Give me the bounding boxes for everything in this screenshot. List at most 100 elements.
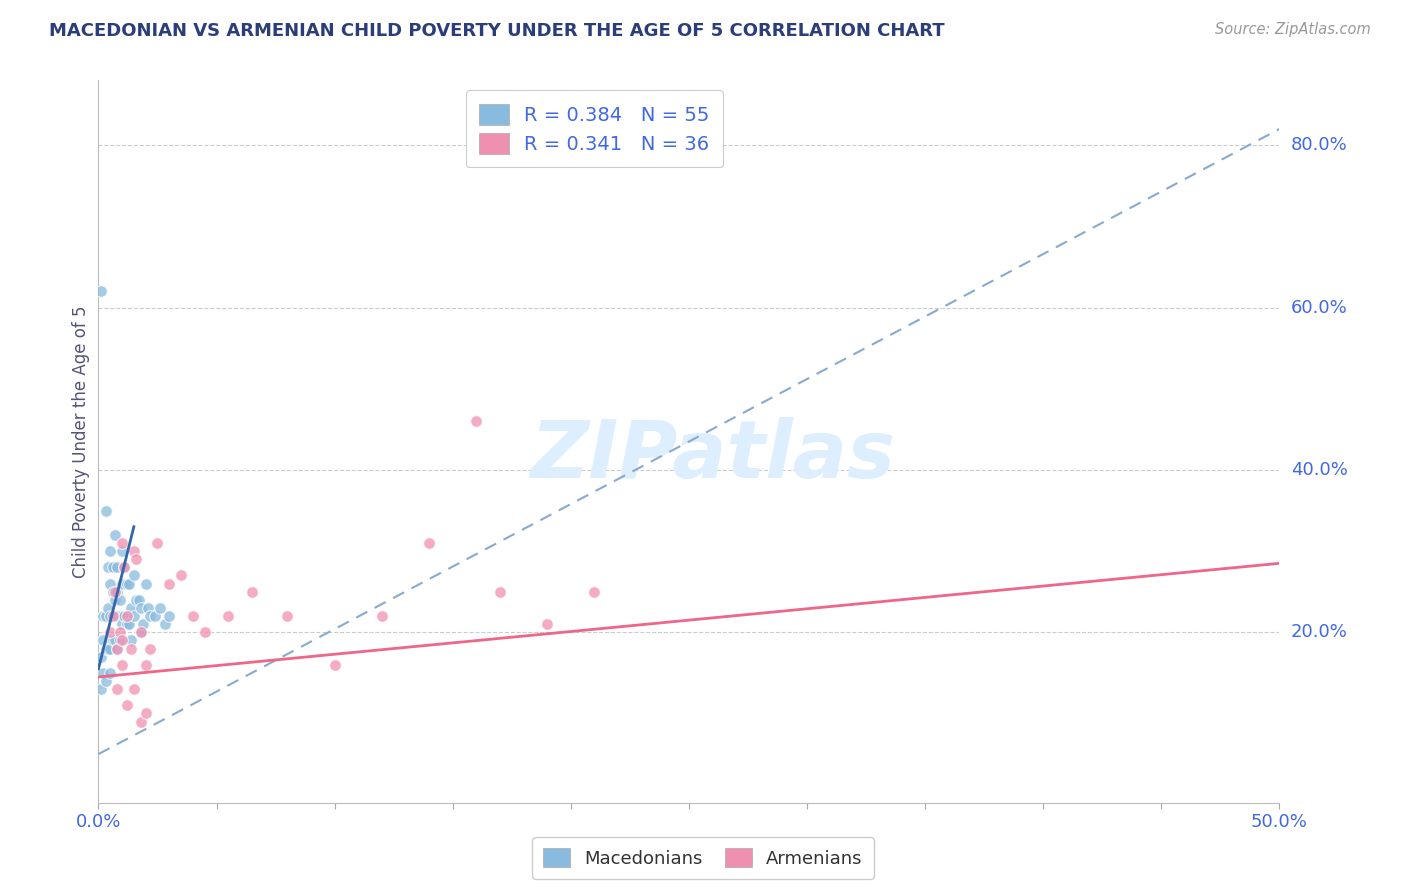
- Point: [98, 544, 121, 558]
- Point: [323, 657, 346, 672]
- Point: [105, 584, 128, 599]
- Point: [418, 536, 440, 550]
- Point: [118, 576, 141, 591]
- Point: [371, 609, 394, 624]
- Text: 80.0%: 80.0%: [1291, 136, 1347, 154]
- Point: [157, 576, 180, 591]
- Point: [112, 560, 135, 574]
- Point: [146, 536, 169, 550]
- Point: [139, 609, 162, 624]
- Point: [94, 609, 117, 624]
- Text: 20.0%: 20.0%: [1291, 624, 1347, 641]
- Point: [98, 641, 121, 656]
- Point: [465, 414, 488, 428]
- Point: [90, 682, 112, 697]
- Point: [97, 601, 120, 615]
- Point: [94, 673, 117, 688]
- Point: [98, 576, 121, 591]
- Point: [97, 560, 120, 574]
- Point: [91, 633, 114, 648]
- Text: MACEDONIAN VS ARMENIAN CHILD POVERTY UNDER THE AGE OF 5 CORRELATION CHART: MACEDONIAN VS ARMENIAN CHILD POVERTY UND…: [49, 22, 945, 40]
- Point: [108, 592, 131, 607]
- Point: [111, 617, 134, 632]
- Point: [118, 617, 141, 632]
- Point: [125, 592, 148, 607]
- Text: 60.0%: 60.0%: [1291, 299, 1347, 317]
- Point: [132, 617, 155, 632]
- Point: [583, 584, 606, 599]
- Point: [129, 625, 152, 640]
- Point: [111, 633, 134, 648]
- Point: [91, 665, 114, 680]
- Point: [104, 528, 127, 542]
- Point: [105, 682, 128, 697]
- Point: [105, 609, 128, 624]
- Point: [94, 641, 117, 656]
- Point: [240, 584, 263, 599]
- Point: [135, 576, 157, 591]
- Point: [101, 609, 124, 624]
- Point: [135, 706, 157, 721]
- Point: [108, 633, 131, 648]
- Point: [121, 641, 143, 656]
- Point: [97, 641, 120, 656]
- Point: [94, 503, 117, 517]
- Point: [101, 584, 124, 599]
- Point: [181, 609, 204, 624]
- Point: [104, 592, 127, 607]
- Text: Source: ZipAtlas.com: Source: ZipAtlas.com: [1215, 22, 1371, 37]
- Point: [111, 657, 134, 672]
- Point: [105, 560, 128, 574]
- Y-axis label: Child Poverty Under the Age of 5: Child Poverty Under the Age of 5: [72, 305, 90, 578]
- Point: [115, 609, 138, 624]
- Point: [139, 641, 162, 656]
- Point: [90, 649, 112, 664]
- Point: [129, 714, 152, 729]
- Point: [98, 609, 121, 624]
- Point: [129, 601, 152, 615]
- Point: [122, 609, 145, 624]
- Point: [115, 576, 138, 591]
- Point: [129, 625, 152, 640]
- Point: [122, 568, 145, 582]
- Legend: R = 0.384   N = 55, R = 0.341   N = 36: R = 0.384 N = 55, R = 0.341 N = 36: [465, 90, 723, 168]
- Text: ZIPatlas: ZIPatlas: [530, 417, 896, 495]
- Point: [122, 544, 145, 558]
- Point: [128, 592, 150, 607]
- Point: [136, 601, 159, 615]
- Point: [101, 633, 124, 648]
- Point: [104, 584, 127, 599]
- Point: [135, 657, 157, 672]
- Point: [276, 609, 298, 624]
- Point: [101, 560, 124, 574]
- Point: [112, 609, 135, 624]
- Point: [121, 601, 143, 615]
- Point: [170, 568, 193, 582]
- Point: [105, 641, 128, 656]
- Point: [157, 609, 180, 624]
- Point: [111, 544, 134, 558]
- Point: [115, 617, 138, 632]
- Point: [121, 633, 143, 648]
- Point: [105, 641, 128, 656]
- Point: [108, 625, 131, 640]
- Point: [194, 625, 217, 640]
- Point: [125, 552, 148, 566]
- Point: [98, 625, 121, 640]
- Point: [149, 601, 172, 615]
- Point: [153, 617, 176, 632]
- Point: [98, 665, 121, 680]
- Point: [111, 536, 134, 550]
- Point: [489, 584, 512, 599]
- Point: [91, 609, 114, 624]
- Point: [115, 698, 138, 713]
- Point: [90, 285, 112, 299]
- Point: [111, 576, 134, 591]
- Point: [122, 682, 145, 697]
- Text: 40.0%: 40.0%: [1291, 461, 1347, 479]
- Point: [143, 609, 166, 624]
- Point: [217, 609, 239, 624]
- Point: [104, 633, 127, 648]
- Point: [536, 617, 558, 632]
- Legend: Macedonians, Armenians: Macedonians, Armenians: [533, 837, 873, 879]
